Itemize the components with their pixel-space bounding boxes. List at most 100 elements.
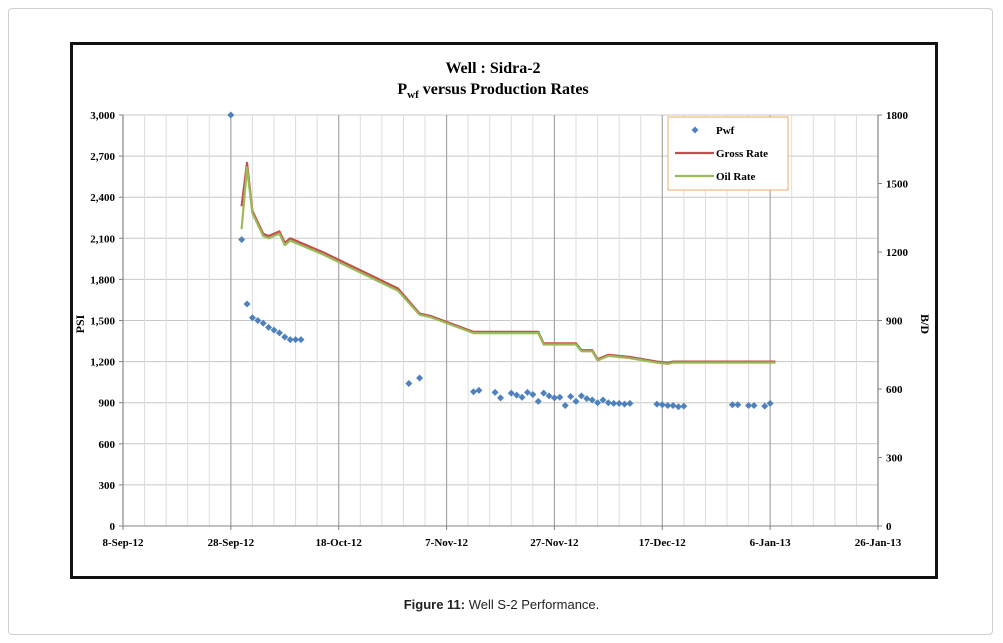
- pwf-marker: [626, 399, 634, 407]
- pwf-marker: [604, 399, 612, 407]
- y-tick-label-right: 1800: [886, 110, 909, 122]
- chart-frame: [70, 42, 938, 579]
- pwf-marker: [615, 399, 623, 407]
- pwf-marker: [534, 397, 542, 405]
- pwf-marker: [513, 391, 521, 399]
- pwf-marker: [491, 388, 499, 396]
- legend-label: Pwf: [716, 125, 735, 137]
- caption-text: Well S-2 Performance.: [468, 597, 600, 612]
- pwf-marker: [405, 380, 413, 388]
- oil-rate-line: [240, 166, 776, 365]
- x-tick-label: 28-Sep-12: [208, 537, 255, 549]
- pwf-marker: [761, 402, 769, 410]
- legend-marker-pwf: [691, 126, 699, 134]
- chart-subtitle-rest: versus Production Rates: [419, 81, 589, 98]
- y-tick-label-left: 1,500: [90, 316, 115, 328]
- x-tick-label: 17-Dec-12: [639, 537, 687, 549]
- y-tick-label-left: 3,000: [90, 110, 115, 122]
- x-tick-label: 8-Sep-12: [103, 537, 144, 549]
- labels: 0 300 600 900 1,200 1,500 1,800 2,100 2,400 2,700…: [90, 110, 908, 549]
- pwf-marker: [259, 319, 267, 327]
- pwf-marker: [674, 403, 682, 411]
- y-tick-label-left: 0: [110, 521, 116, 533]
- x-tick-label: 18-Oct-12: [315, 537, 362, 549]
- pwf-marker: [292, 336, 300, 344]
- gross-rate-line: [240, 161, 776, 364]
- y-tick-label-right: 1500: [886, 179, 909, 191]
- pwf-marker: [286, 336, 294, 344]
- figure-caption: Figure 11: Well S-2 Performance.: [0, 597, 1003, 612]
- pwf-marker: [529, 390, 537, 398]
- legend: Pwf Gross Rate Oil Rate: [667, 116, 789, 191]
- y-tick-label-left: 2,400: [90, 192, 115, 204]
- pwf-marker: [550, 394, 558, 402]
- y-tick-label-right: 900: [886, 316, 903, 328]
- y-tick-label-right: 300: [886, 453, 903, 465]
- x-tick-label: 6-Jan-13: [750, 537, 791, 549]
- pwf-marker: [507, 389, 515, 397]
- pwf-marker: [540, 389, 548, 397]
- pwf-marker: [470, 388, 478, 396]
- y-tick-label-right: 600: [886, 384, 903, 396]
- pwf-marker: [523, 388, 531, 396]
- pwf-marker: [545, 392, 553, 400]
- y-tick-label-right: 0: [886, 521, 892, 533]
- y-tick-label-right: 1200: [886, 247, 909, 259]
- pwf-marker: [734, 401, 742, 409]
- series-layer: [227, 111, 776, 411]
- pwf-marker: [265, 323, 273, 331]
- pwf-marker: [275, 329, 283, 337]
- pwf-marker: [664, 401, 672, 409]
- y-tick-label-left: 300: [99, 480, 116, 492]
- pwf-marker: [658, 401, 666, 409]
- pwf-marker: [416, 374, 424, 382]
- y-tick-label-left: 1,200: [90, 357, 115, 369]
- pwf-marker: [297, 336, 305, 344]
- pwf-marker: [599, 396, 607, 404]
- chart-subtitle: Pwf versus Production Rates: [397, 81, 588, 101]
- pwf-marker: [556, 393, 564, 401]
- pwf-marker: [475, 386, 483, 394]
- pwf-marker: [497, 394, 504, 402]
- y-tick-label-left: 2,100: [90, 233, 115, 245]
- chart: 0 300 600 900 1,200 1,500 1,800 2,100 2,400 2,700…: [73, 60, 932, 549]
- chart-subtitle-subscript: wf: [407, 89, 419, 101]
- pwf-marker: [621, 400, 629, 408]
- pwf-marker: [669, 401, 677, 409]
- pwf-marker: [766, 399, 774, 407]
- pwf-marker: [518, 393, 526, 401]
- chart-title: Well : Sidra-2: [445, 60, 540, 77]
- pwf-marker: [594, 399, 602, 407]
- y-tick-label-left: 900: [99, 398, 116, 410]
- pwf-marker: [572, 397, 580, 405]
- axes: [119, 114, 882, 530]
- y-axis-right-label: B/D: [918, 314, 932, 334]
- legend-label: Oil Rate: [716, 171, 756, 183]
- pwf-marker: [567, 393, 575, 401]
- pwf-marker: [610, 399, 618, 407]
- y-tick-label-left: 1,800: [90, 274, 115, 286]
- pwf-marker: [588, 396, 596, 404]
- pwf-marker: [728, 401, 736, 409]
- caption-label: Figure 11:: [403, 597, 466, 612]
- pwf-marker: [561, 401, 569, 409]
- pwf-marker: [227, 111, 235, 119]
- pwf-marker: [745, 401, 753, 409]
- pwf-marker: [750, 401, 758, 409]
- chart-subtitle-base: P: [397, 81, 407, 98]
- x-tick-label: 7-Nov-12: [425, 537, 468, 549]
- y-tick-label-left: 600: [99, 439, 116, 451]
- pwf-marker: [243, 300, 251, 308]
- x-tick-label: 27-Nov-12: [530, 537, 579, 549]
- pwf-marker: [281, 333, 289, 341]
- pwf-marker: [248, 314, 256, 322]
- pwf-marker: [238, 236, 246, 244]
- pwf-marker: [583, 395, 591, 403]
- pwf-marker: [653, 400, 661, 408]
- pwf-marker: [577, 392, 585, 400]
- legend-label: Gross Rate: [716, 148, 768, 160]
- y-axis-left-label: PSI: [73, 314, 87, 333]
- x-tick-label: 26-Jan-13: [855, 537, 902, 549]
- pwf-marker: [680, 402, 688, 410]
- y-tick-label-left: 2,700: [90, 151, 115, 163]
